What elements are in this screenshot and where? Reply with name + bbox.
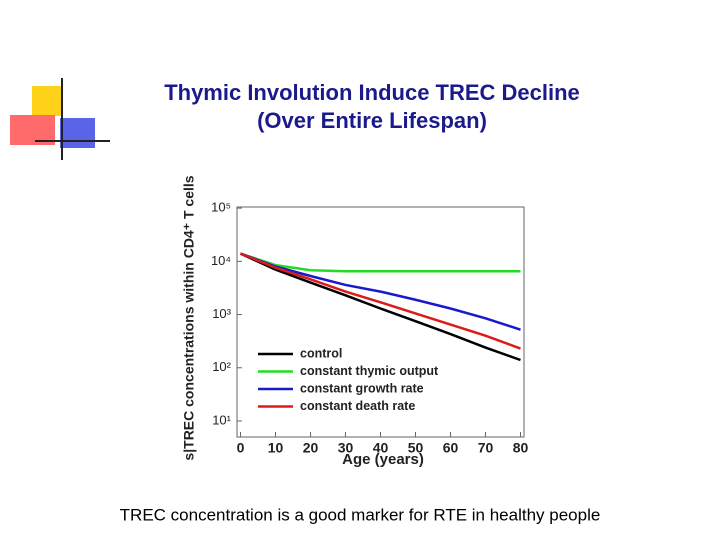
x-tick-label: 80 — [513, 440, 529, 456]
plot-area — [236, 206, 525, 438]
y-axis-label: s|TREC concentrations within CD4⁺ T cell… — [181, 175, 197, 460]
x-tick-label: 0 — [237, 440, 245, 456]
slide-title: (Over Entire Lifespan) — [257, 108, 487, 133]
deco-square — [60, 118, 95, 148]
line-series — [240, 252, 521, 350]
line-series — [240, 252, 521, 331]
legend-label: constant growth rate — [300, 381, 424, 395]
slide-title: Thymic Involution Induce TREC Decline — [164, 80, 580, 105]
x-axis-label: Age (years) — [342, 451, 424, 468]
x-tick-label: 20 — [303, 440, 319, 456]
line-series — [239, 252, 521, 362]
legend-label: constant thymic output — [300, 364, 439, 378]
x-tick-label: 70 — [478, 440, 494, 456]
x-tick-label: 60 — [443, 440, 459, 456]
x-tick-label: 50 — [408, 440, 424, 456]
x-tick-label: 30 — [338, 440, 354, 456]
x-tick-label: 40 — [373, 440, 389, 456]
x-tick-label: 10 — [268, 440, 284, 456]
legend-label: control — [300, 346, 342, 360]
caption: TREC concentration is a good marker for … — [120, 505, 601, 524]
deco-square — [32, 86, 62, 116]
y-tick-label: 10⁴ — [211, 253, 231, 268]
y-tick-label: 10¹ — [212, 412, 231, 427]
y-tick-label: 10³ — [212, 306, 231, 321]
line-series — [240, 252, 521, 273]
legend-label: constant death rate — [300, 399, 415, 413]
y-tick-label: 10⁵ — [211, 200, 231, 215]
y-tick-label: 10² — [212, 359, 231, 374]
